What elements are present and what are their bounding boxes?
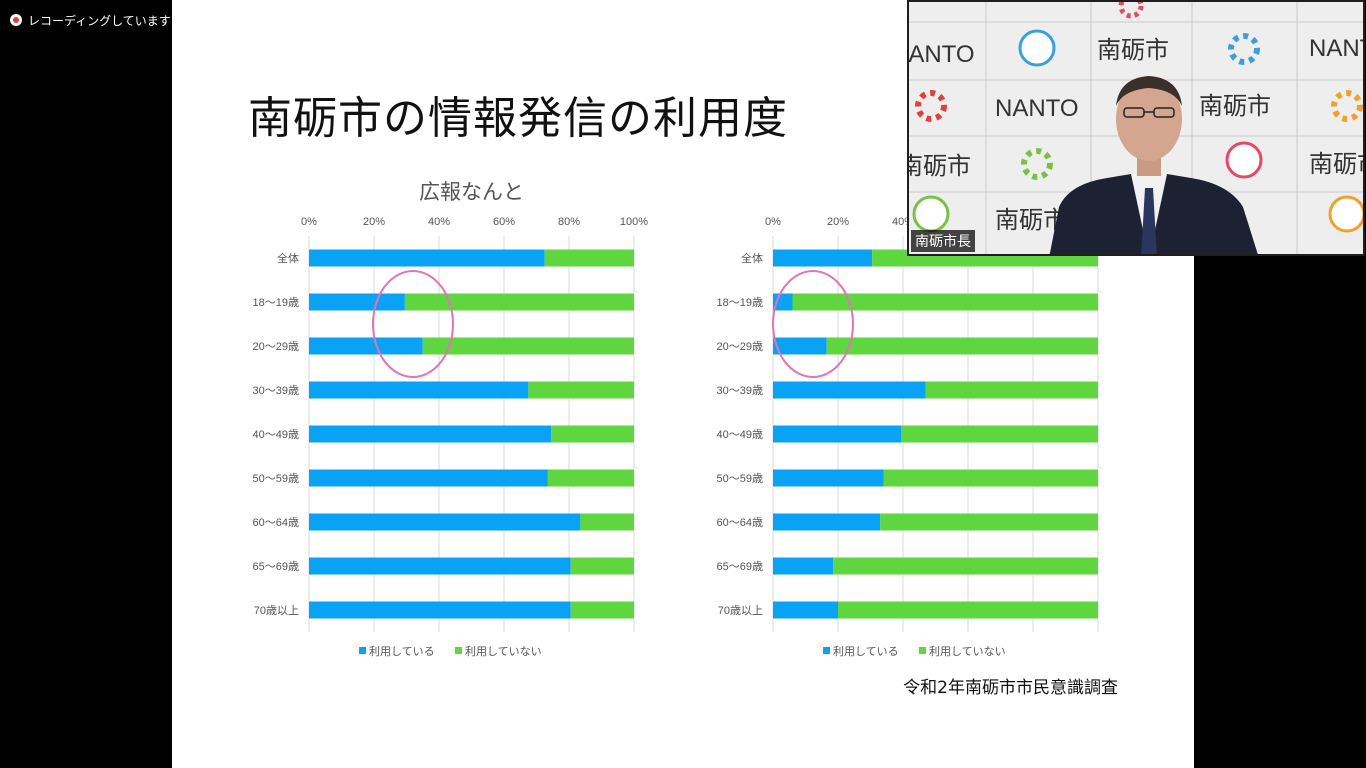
chart1-bar-not-used [570, 557, 634, 575]
chart2-bar-used [773, 601, 838, 619]
chart2-bar-not-used [833, 557, 1098, 575]
chart2-bar-not-used [925, 381, 1098, 399]
chart2-highlight-circle [772, 270, 854, 378]
chart2-category-label: 40～49歳 [717, 428, 763, 441]
chart2-bar-used [773, 337, 827, 355]
chart2-bar-used [773, 557, 834, 575]
speaker-video-feed: 南砺市 NANTO NANTO NANTO 南砺市 南砺市 南砺市 南砺市 [909, 2, 1365, 254]
chart1-bar-used [309, 557, 571, 575]
chart1-tick-label: 40% [428, 216, 450, 228]
chart1-bar-used [309, 469, 548, 487]
chart1-tick-label: 0% [301, 216, 317, 228]
chart1-bar-not-used [528, 381, 634, 399]
chart1-tick-label: 100% [620, 216, 648, 228]
chart2-bar-used [773, 469, 884, 487]
svg-text:南砺市: 南砺市 [1199, 93, 1271, 120]
chart1-category-label: 70歳以上 [254, 604, 299, 617]
speaker-name-tag: 南砺市長 [911, 230, 975, 252]
chart2-bar-used [773, 425, 902, 443]
chart1-bar-used [309, 381, 529, 399]
chart2-tick-label: 0% [765, 216, 781, 228]
chart1-category-label: 18～19歳 [253, 296, 299, 309]
chart1-bar-used [309, 601, 571, 619]
chart2-category-label: 30～39歳 [717, 384, 763, 397]
chart1-legend-swatch [359, 647, 366, 654]
chart2-bar-not-used [826, 337, 1098, 355]
chart1-legend-label: 利用していない [465, 645, 542, 658]
chart2-category-label: 65～69歳 [717, 560, 763, 573]
slide-title: 南砺市の情報発信の利用度 [248, 93, 788, 144]
chart2-legend-swatch [919, 647, 926, 654]
svg-text:南砺市: 南砺市 [1097, 37, 1169, 64]
chart1-bar-used [309, 425, 552, 443]
chart2-bar-not-used [838, 601, 1098, 619]
chart1-category-label: 40～49歳 [253, 428, 299, 441]
chart1-legend-swatch [455, 647, 462, 654]
chart1-bar-not-used [544, 249, 634, 267]
chart1-bar-not-used [580, 513, 634, 531]
chart2-bar-not-used [901, 425, 1098, 443]
chart2-tick-label: 20% [827, 216, 849, 228]
record-icon [10, 14, 22, 26]
backdrop-logo-icons [912, 2, 1363, 233]
svg-text:NANTO: NANTO [1309, 35, 1365, 62]
chart2-category-label: 18～19歳 [717, 296, 763, 309]
chart2-category-label: 20～29歳 [717, 340, 763, 353]
recording-indicator: レコーディングしています [10, 11, 171, 29]
chart2-category-label: 60～64歳 [717, 516, 763, 529]
chart1-category-label: 30～39歳 [253, 384, 299, 397]
chart1-highlight-circle [372, 270, 454, 378]
chart2-bar-not-used [792, 293, 1098, 311]
chart1-bar-used [309, 337, 423, 355]
chart1-bar-not-used [422, 337, 634, 355]
chart2-category-label: 50～59歳 [717, 472, 763, 485]
chart2-category-label: 全体 [741, 251, 763, 265]
svg-text:南砺市: 南砺市 [1309, 151, 1365, 178]
chart1-category-label: 50～59歳 [253, 472, 299, 485]
chart1-bar-not-used [570, 601, 634, 619]
chart1-bar-not-used [547, 469, 634, 487]
chart1-tick-label: 20% [363, 216, 385, 228]
chart2-bar-not-used [880, 513, 1098, 531]
chart1-category-label: 全体 [277, 251, 299, 265]
chart2-bar-used [773, 249, 873, 267]
chart1-bar-not-used [551, 425, 634, 443]
chart1-bar-used [309, 513, 581, 531]
chart2-bar-not-used [883, 469, 1098, 487]
chart1-category-label: 65～69歳 [253, 560, 299, 573]
chart2-category-label: 70歳以上 [718, 604, 763, 617]
chart1-tick-label: 60% [493, 216, 515, 228]
svg-text:南砺市: 南砺市 [909, 153, 971, 180]
chart1-bar-not-used [404, 293, 634, 311]
chart1-category-label: 60～64歳 [253, 516, 299, 529]
chart1-bar-used [309, 249, 545, 267]
chart2-bar-used [773, 381, 926, 399]
chart2-bar-used [773, 513, 881, 531]
speaker-video-tile[interactable]: 南砺市 NANTO NANTO NANTO 南砺市 南砺市 南砺市 南砺市 南砺… [907, 0, 1365, 256]
svg-text:NANTO: NANTO [995, 95, 1079, 122]
speaker-figure [1049, 76, 1258, 254]
recording-label: レコーディングしています [28, 13, 171, 28]
chart2-legend-label: 利用していない [929, 645, 1006, 658]
chart1-legend-label: 利用している [369, 645, 435, 658]
chart2-legend-label: 利用している [833, 645, 899, 658]
source-note: 令和2年南砺市市民意識調査 [903, 678, 1118, 698]
chart2-legend-swatch [823, 647, 830, 654]
chart1-title: 広報なんと [419, 181, 524, 204]
chart1-bar-used [309, 293, 405, 311]
svg-text:NANTO: NANTO [909, 41, 975, 68]
chart1-category-label: 20～29歳 [253, 340, 299, 353]
chart1-tick-label: 80% [558, 216, 580, 228]
